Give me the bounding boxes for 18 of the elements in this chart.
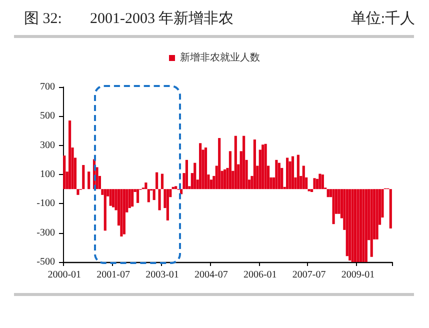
y-tick-label: -500 (36, 256, 55, 268)
x-tick-label: 2007-07 (292, 270, 326, 280)
y-tick-label: 100 (40, 169, 55, 180)
y-tick-label: -300 (36, 227, 55, 238)
x-tick-label: 2001-07 (96, 270, 130, 280)
x-tick-label: 2009-01 (341, 270, 375, 280)
x-tick-label: 2000-01 (48, 270, 82, 280)
y-tick-label: -100 (36, 198, 55, 210)
caption: 图 32: (24, 10, 62, 28)
y-tick-label: 500 (40, 110, 55, 122)
x-tick-label: 2006-01 (243, 270, 277, 280)
x-tick-label: 2003-01 (146, 270, 179, 280)
x-tick-label: 2004-07 (194, 270, 228, 280)
y-tick-label: 700 (40, 82, 55, 92)
chart-title: 2001-2003 年新增非农 (90, 10, 234, 28)
y-tick-label: 300 (40, 140, 55, 151)
y-axis-title: 单位:千人 (350, 10, 415, 28)
legend-label: 新增非农就业人数 (180, 52, 260, 64)
